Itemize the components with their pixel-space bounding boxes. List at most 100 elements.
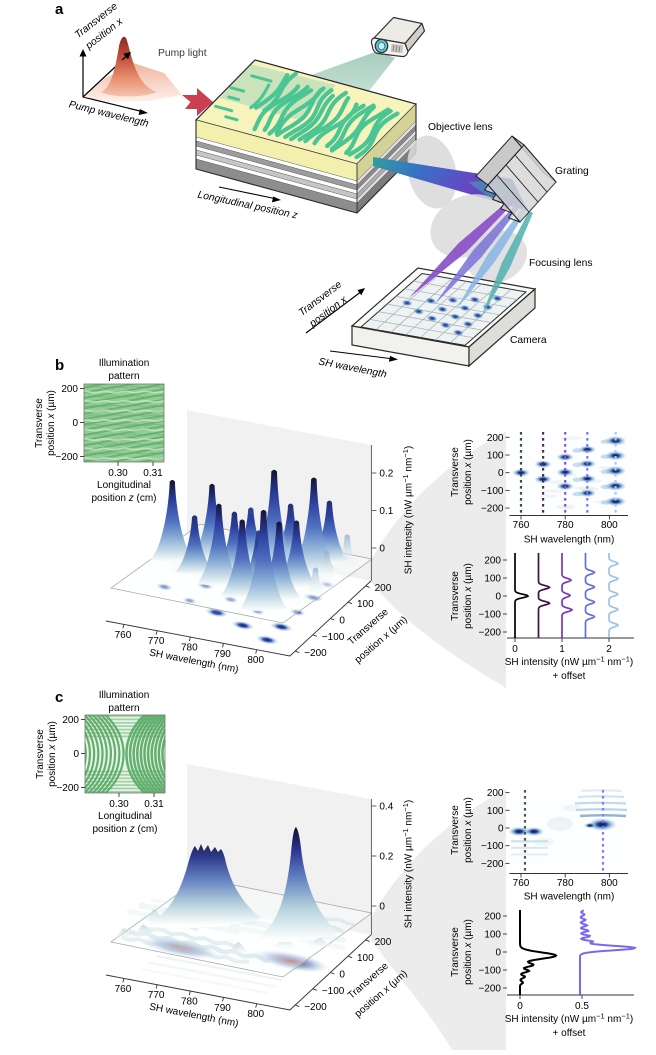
svg-text:770: 770 xyxy=(148,636,165,647)
svg-text:position x (µm): position x (µm) xyxy=(463,797,474,863)
svg-text:100: 100 xyxy=(484,930,501,941)
svg-text:+ offset: + offset xyxy=(553,671,586,682)
svg-text:0.30: 0.30 xyxy=(108,468,128,479)
svg-text:Transverse: Transverse xyxy=(450,805,461,855)
svg-text:200: 200 xyxy=(484,912,501,923)
svg-text:position z (cm): position z (cm) xyxy=(92,824,157,835)
svg-text:SH wavelength (nm): SH wavelength (nm) xyxy=(524,535,615,546)
svg-text:0: 0 xyxy=(73,749,79,760)
svg-text:SH wavelength (nm): SH wavelength (nm) xyxy=(524,892,615,903)
svg-text:position x (µm): position x (µm) xyxy=(47,721,58,787)
svg-text:0.2: 0.2 xyxy=(379,852,393,863)
svg-text:200: 200 xyxy=(487,433,504,444)
svg-text:800: 800 xyxy=(247,655,264,666)
svg-text:100: 100 xyxy=(487,806,504,817)
svg-text:Illumination: Illumination xyxy=(99,358,150,369)
svg-text:0: 0 xyxy=(379,544,385,555)
svg-text:200: 200 xyxy=(375,583,392,594)
svg-text:780: 780 xyxy=(557,878,574,889)
svg-text:SH intensity (nW µm−1 nm−1): SH intensity (nW µm−1 nm−1) xyxy=(505,1012,633,1026)
svg-text:790: 790 xyxy=(214,1003,231,1014)
svg-text:a: a xyxy=(55,1,64,18)
svg-text:100: 100 xyxy=(357,599,374,610)
svg-text:SH intensity (nW µm−1 nm−1): SH intensity (nW µm−1 nm−1) xyxy=(401,800,415,928)
svg-text:0.5: 0.5 xyxy=(575,1001,589,1012)
svg-text:Transverse: Transverse xyxy=(35,729,46,779)
svg-text:2: 2 xyxy=(606,644,612,655)
svg-text:SH intensity (nW µm−1 nm−1): SH intensity (nW µm−1 nm−1) xyxy=(505,655,633,669)
svg-text:780: 780 xyxy=(557,520,574,531)
svg-text:800: 800 xyxy=(247,1009,264,1020)
svg-text:−200: −200 xyxy=(56,783,79,794)
svg-text:−100: −100 xyxy=(478,966,501,977)
svg-text:200: 200 xyxy=(62,715,79,726)
svg-text:position x (µm): position x (µm) xyxy=(463,439,474,505)
svg-text:position x (µm): position x (µm) xyxy=(463,919,474,985)
svg-text:0.1: 0.1 xyxy=(379,506,393,517)
svg-text:0: 0 xyxy=(379,902,385,913)
svg-text:−100: −100 xyxy=(481,486,504,497)
svg-text:Transverse: Transverse xyxy=(450,447,461,497)
svg-text:200: 200 xyxy=(375,937,392,948)
svg-text:0: 0 xyxy=(498,824,504,835)
svg-text:770: 770 xyxy=(148,990,165,1001)
svg-text:−200: −200 xyxy=(481,504,504,515)
svg-text:0: 0 xyxy=(495,592,501,603)
svg-text:Longitudinal: Longitudinal xyxy=(98,811,152,822)
svg-text:Focusing lens: Focusing lens xyxy=(529,258,593,269)
svg-text:0: 0 xyxy=(512,644,518,655)
svg-text:position x (µm): position x (µm) xyxy=(46,390,57,456)
svg-text:200: 200 xyxy=(61,384,78,395)
svg-text:Longitudinal: Longitudinal xyxy=(97,480,151,491)
svg-text:−200: −200 xyxy=(481,859,504,870)
svg-text:Pump light: Pump light xyxy=(158,48,207,59)
svg-text:0: 0 xyxy=(517,1001,523,1012)
svg-text:−100: −100 xyxy=(322,632,345,643)
svg-text:Objective lens: Objective lens xyxy=(428,122,493,133)
svg-text:0.30: 0.30 xyxy=(109,799,129,810)
svg-text:1: 1 xyxy=(559,644,565,655)
svg-text:0: 0 xyxy=(498,468,504,479)
svg-text:b: b xyxy=(55,357,64,374)
svg-text:Transverse: Transverse xyxy=(34,398,45,448)
svg-text:0: 0 xyxy=(339,970,345,981)
svg-text:0.31: 0.31 xyxy=(143,468,163,479)
svg-text:760: 760 xyxy=(115,984,132,995)
svg-text:800: 800 xyxy=(601,878,618,889)
svg-text:800: 800 xyxy=(601,520,618,531)
svg-text:−200: −200 xyxy=(478,984,501,995)
svg-text:−100: −100 xyxy=(481,841,504,852)
svg-text:Illumination: Illumination xyxy=(99,690,150,701)
svg-text:200: 200 xyxy=(487,788,504,799)
svg-text:0: 0 xyxy=(339,616,345,627)
svg-text:pattern: pattern xyxy=(108,371,139,382)
svg-text:0.31: 0.31 xyxy=(144,799,164,810)
svg-text:760: 760 xyxy=(513,878,530,889)
svg-text:+ offset: + offset xyxy=(553,1028,586,1039)
svg-text:760: 760 xyxy=(115,630,132,641)
svg-text:780: 780 xyxy=(181,997,198,1008)
svg-text:Camera: Camera xyxy=(510,335,547,346)
svg-text:Transverse: Transverse xyxy=(450,927,461,977)
svg-text:0: 0 xyxy=(495,948,501,959)
svg-text:790: 790 xyxy=(214,649,231,660)
svg-text:780: 780 xyxy=(181,643,198,654)
svg-text:200: 200 xyxy=(484,556,501,567)
svg-text:SH intensity (nW µm−1 nm−1): SH intensity (nW µm−1 nm−1) xyxy=(401,446,415,574)
svg-text:0.4: 0.4 xyxy=(379,802,393,813)
svg-text:760: 760 xyxy=(513,520,530,531)
svg-text:100: 100 xyxy=(484,574,501,585)
svg-text:position x (µm): position x (µm) xyxy=(463,563,474,629)
svg-text:−200: −200 xyxy=(304,1002,327,1013)
svg-text:−100: −100 xyxy=(322,986,345,997)
svg-text:position z (cm): position z (cm) xyxy=(91,493,156,504)
svg-text:−200: −200 xyxy=(55,452,78,463)
svg-text:0.2: 0.2 xyxy=(379,469,393,480)
svg-text:Transverse: Transverse xyxy=(450,571,461,621)
svg-text:pattern: pattern xyxy=(108,703,139,714)
svg-text:−200: −200 xyxy=(478,628,501,639)
svg-text:−200: −200 xyxy=(304,648,327,659)
svg-text:Grating: Grating xyxy=(555,166,589,177)
svg-text:0: 0 xyxy=(72,418,78,429)
svg-text:−100: −100 xyxy=(478,610,501,621)
